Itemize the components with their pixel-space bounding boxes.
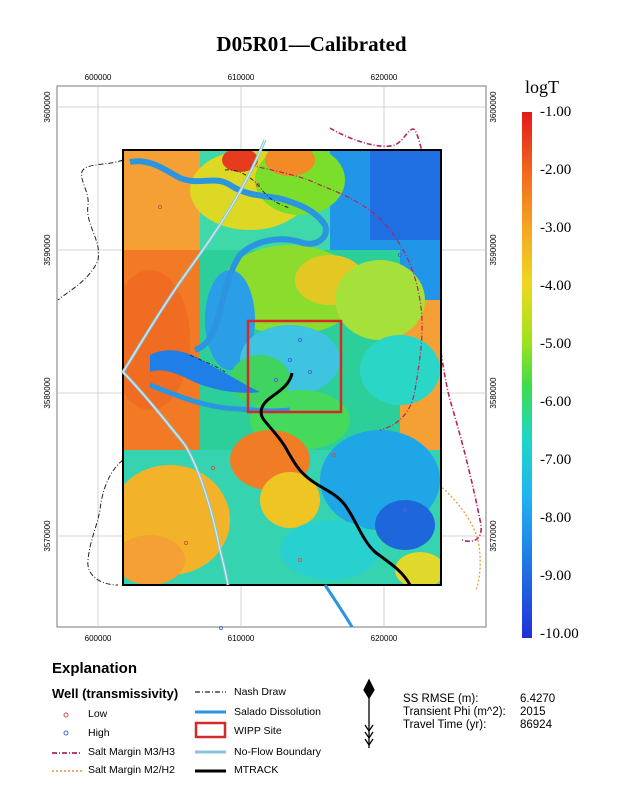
x-tick-top-2: 620000 (371, 73, 398, 82)
colorbar-tick-2: -3.00 (540, 220, 572, 236)
y-tick-left-3: 3570000 (43, 520, 52, 552)
colorbar-tick-1: -2.00 (540, 162, 572, 178)
no-flow-boundary-inner (122, 139, 266, 586)
colorbar-tick-3: -4.00 (540, 278, 572, 294)
wipp-site-outline (246, 319, 343, 414)
well-legend-title: Well (transmissivity) (52, 686, 179, 701)
salado-dissolution-line (323, 584, 354, 628)
colorbar-tick-4: -5.00 (540, 336, 572, 352)
legend-low-well-icon (63, 712, 69, 718)
model-domain-border (122, 149, 442, 586)
x-tick-bottom-1: 610000 (228, 634, 255, 643)
legend-wipp-site-label: WIPP Site (234, 725, 282, 737)
colorbar-tick-0: -1.00 (540, 104, 572, 120)
y-tick-right-1: 3590000 (489, 234, 498, 266)
legend-low-label: Low (88, 708, 108, 720)
salt-margin-m2-line (347, 419, 481, 591)
colorbar-tick-6: -7.00 (540, 452, 572, 468)
x-tick-top-0: 600000 (85, 73, 112, 82)
rmse-value: 6.4270 (520, 693, 556, 705)
model-stats: SS RMSE (m): 6.4270 Transient Phi (m^2): 2… (403, 693, 555, 732)
legend-salt-m2-label: Salt Margin M2/H2 (88, 764, 175, 776)
x-tick-bottom-0: 600000 (85, 634, 112, 643)
y-tick-right-2: 3580000 (489, 377, 498, 409)
y-tick-right-0: 3600000 (489, 91, 498, 123)
colorbar-tick-5: -6.00 (540, 394, 572, 410)
phi-value: 2015 (520, 706, 546, 718)
transmissivity-field (123, 150, 441, 585)
x-tick-bottom-2: 620000 (371, 634, 398, 643)
y-tick-right-3: 3570000 (489, 520, 498, 552)
colorbar-title: logT (525, 77, 559, 97)
colorbar-tick-9: -10.00 (540, 626, 579, 642)
colorbar (522, 112, 532, 638)
legend-high-label: High (88, 727, 110, 739)
y-tick-left-2: 3580000 (43, 377, 52, 409)
nash-draw-line (57, 159, 124, 586)
legend-symbols (52, 691, 227, 773)
legend-salado-label: Salado Dissolution (234, 706, 321, 718)
salt-margin-m3-line (329, 127, 482, 542)
travel-time-value: 86924 (520, 719, 552, 731)
phi-label: Transient Phi (m^2): (403, 706, 506, 718)
legend-high-well-icon (63, 730, 69, 736)
x-tick-top-1: 610000 (228, 73, 255, 82)
legend-no-flow-label: No-Flow Boundary (234, 746, 321, 758)
travel-time-label: Travel Time (yr): (403, 719, 487, 731)
mtrack-path (259, 372, 412, 586)
y-tick-left-1: 3590000 (43, 234, 52, 266)
legend-nash-draw-label: Nash Draw (234, 686, 286, 698)
rmse-label: SS RMSE (m): (403, 693, 479, 705)
map-frame (56, 85, 487, 628)
legend-wipp-site-icon (194, 721, 227, 739)
explanation-title: Explanation (52, 660, 138, 677)
well-markers (157, 182, 408, 631)
colorbar-tick-7: -8.00 (540, 510, 572, 526)
y-tick-left-0: 3600000 (43, 91, 52, 123)
legend-salt-m3-label: Salt Margin M3/H3 (88, 746, 175, 758)
colorbar-tick-8: -9.00 (540, 568, 572, 584)
legend-mtrack-label: MTRACK (234, 764, 279, 776)
north-arrow-icon (363, 678, 375, 748)
map-title: D05R01—Calibrated (216, 32, 407, 56)
